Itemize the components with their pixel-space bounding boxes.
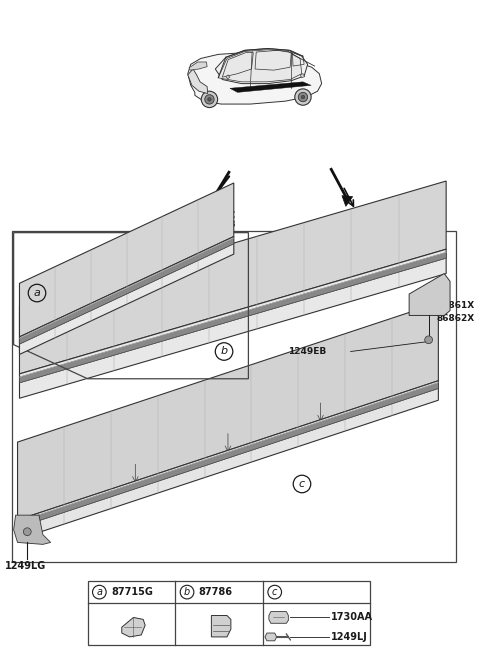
Polygon shape — [218, 50, 302, 82]
Polygon shape — [20, 238, 234, 344]
Text: 87752D: 87752D — [359, 217, 397, 226]
Polygon shape — [188, 53, 322, 104]
Polygon shape — [300, 74, 305, 78]
Text: 87772B: 87772B — [197, 220, 236, 229]
Polygon shape — [269, 612, 288, 623]
Polygon shape — [20, 253, 446, 383]
Bar — [88, 581, 370, 644]
Polygon shape — [13, 515, 51, 545]
Text: 86861X: 86861X — [436, 301, 475, 310]
Polygon shape — [189, 62, 207, 70]
Circle shape — [24, 528, 31, 535]
Circle shape — [205, 94, 214, 104]
Polygon shape — [188, 69, 208, 94]
Polygon shape — [122, 617, 145, 637]
Polygon shape — [208, 199, 219, 208]
Polygon shape — [20, 237, 234, 354]
Polygon shape — [230, 82, 311, 92]
Bar — [12, 231, 456, 562]
Text: a: a — [34, 288, 40, 298]
Polygon shape — [18, 303, 438, 520]
Circle shape — [301, 95, 305, 99]
Text: 87771C: 87771C — [197, 211, 235, 220]
Polygon shape — [20, 183, 234, 337]
Text: c: c — [299, 479, 305, 489]
Circle shape — [208, 98, 211, 101]
Circle shape — [298, 92, 308, 102]
Circle shape — [425, 336, 432, 344]
Polygon shape — [211, 616, 231, 637]
Text: 1249LJ: 1249LJ — [331, 632, 368, 642]
Polygon shape — [18, 381, 438, 539]
Text: b: b — [184, 587, 190, 597]
Text: 87786: 87786 — [199, 587, 233, 597]
Text: b: b — [220, 346, 228, 356]
Polygon shape — [265, 633, 276, 641]
Polygon shape — [20, 249, 446, 398]
Text: 1249LG: 1249LG — [5, 561, 46, 571]
Polygon shape — [409, 273, 450, 315]
Text: 86862X: 86862X — [436, 314, 475, 323]
Text: c: c — [272, 587, 277, 597]
Circle shape — [295, 89, 311, 105]
Text: 1730AA: 1730AA — [331, 612, 373, 622]
Polygon shape — [216, 49, 308, 84]
Text: 1249EB: 1249EB — [288, 347, 326, 356]
Polygon shape — [226, 75, 230, 79]
Text: 87751D: 87751D — [359, 208, 397, 217]
Polygon shape — [342, 196, 353, 206]
Text: a: a — [96, 587, 102, 597]
Circle shape — [201, 91, 217, 108]
Polygon shape — [18, 382, 438, 528]
Polygon shape — [20, 181, 446, 374]
Text: 87715G: 87715G — [111, 587, 153, 597]
